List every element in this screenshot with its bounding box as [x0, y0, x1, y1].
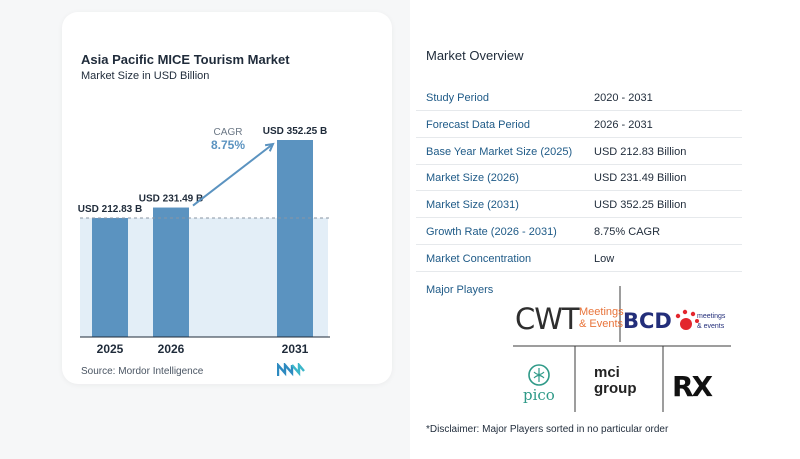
cwt-logo: CWT: [515, 302, 580, 336]
disclaimer: *Disclaimer: Major Players sorted in no …: [426, 424, 669, 435]
tick-label-2031: 2031: [282, 342, 309, 356]
tick-label-2025: 2025: [97, 342, 124, 356]
overview-row: Base Year Market Size (2025) USD 212.83 B…: [416, 138, 742, 165]
pico-emblem-icon: [528, 364, 550, 386]
bar-2031: [277, 140, 313, 337]
tick-label-2026: 2026: [158, 342, 185, 356]
overview-row-label: Study Period: [426, 92, 489, 104]
bar-2025: [92, 217, 128, 337]
growth-arrow: [192, 143, 274, 207]
source-note: Source: Mordor Intelligence: [81, 366, 204, 377]
bcd-logo: BCD: [623, 309, 672, 333]
overview-row-value: 2026 - 2031: [594, 118, 653, 131]
data-label-2025: USD 212.83 B: [78, 204, 142, 215]
bcd-tagline-2: & events: [697, 323, 725, 330]
bcd-wordmark: BCD: [623, 309, 672, 333]
cwt-tagline-2: & Events: [579, 318, 624, 330]
overview-panel: [410, 0, 800, 459]
overview-row: Market Concentration Low: [416, 245, 742, 272]
mordor-intelligence-logo-icon: [277, 363, 305, 377]
overview-row: Growth Rate (2026 - 2031) 8.75% CAGR: [416, 218, 742, 245]
bar-2026: [153, 207, 189, 337]
chart-subtitle: Market Size in USD Billion: [81, 70, 210, 82]
mci-group-logo: mci group: [594, 365, 637, 397]
cagr-value: 8.75%: [211, 138, 245, 152]
overview-row: Market Size (2031) USD 352.25 Billion: [416, 191, 742, 219]
mci-group-wordmark: group: [594, 380, 637, 397]
rx-logo: RX: [672, 370, 713, 403]
bcd-tagline: meetings & events: [697, 312, 725, 332]
chart-title: Asia Pacific MICE Tourism Market: [81, 52, 290, 67]
data-label-2026: USD 231.49 B: [139, 194, 203, 205]
overview-row-value: USD 212.83 Billion: [594, 145, 687, 158]
overview-row-label: Growth Rate (2026 - 2031): [426, 226, 557, 238]
cwt-tagline: Meetings & Events: [579, 306, 624, 330]
bcd-dots-icon: [675, 309, 699, 330]
overview-row-label: Base Year Market Size (2025): [426, 145, 573, 158]
overview-row-label: Market Concentration: [426, 252, 532, 265]
players-title: Major Players: [426, 284, 494, 296]
overview-row-value: USD 231.49 Billion: [594, 172, 687, 185]
players-grid: [513, 286, 731, 412]
cwt-tagline-1: Meetings: [579, 306, 624, 318]
growth-arrow-head: [264, 142, 275, 152]
overview-row: Study Period 2020 - 2031: [416, 84, 742, 111]
data-label-2031: USD 352.25 B: [263, 126, 327, 137]
pico-wordmark: pico: [523, 386, 555, 404]
overview-row: Forecast Data Period 2026 - 2031: [416, 111, 742, 138]
overview-row-value: 8.75% CAGR: [594, 226, 661, 238]
cagr-label: CAGR: [214, 127, 243, 138]
overview-row: Market Size (2026) USD 231.49 Billion: [416, 164, 742, 192]
mci-wordmark: mci: [594, 364, 620, 381]
overview-row-label: Market Size (2031): [426, 199, 519, 212]
overview-row-value: 2020 - 2031: [594, 92, 653, 104]
overview-row-label: Market Size (2026): [426, 172, 519, 185]
cwt-wordmark: CWT: [515, 302, 580, 336]
overview-row-label: Forecast Data Period: [426, 118, 530, 131]
overview-row-value: Low: [594, 252, 615, 265]
overview-row-value: USD 352.25 Billion: [594, 199, 687, 212]
overview-title: Market Overview: [426, 48, 524, 63]
bcd-tagline-1: meetings: [697, 313, 726, 320]
